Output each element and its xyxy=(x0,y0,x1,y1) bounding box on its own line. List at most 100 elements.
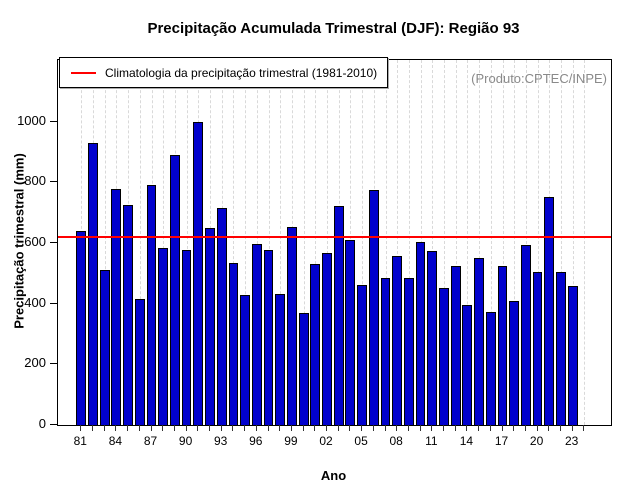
bar-18 xyxy=(509,301,520,425)
y-tick xyxy=(50,120,57,122)
x-tick-label: 93 xyxy=(214,434,228,448)
y-tick xyxy=(50,302,57,304)
x-tick xyxy=(279,425,281,431)
x-axis-title: Ano xyxy=(320,468,347,483)
bar-22 xyxy=(556,272,566,425)
bar-90 xyxy=(181,249,192,425)
bar-92 xyxy=(205,228,215,425)
bar-04 xyxy=(345,239,356,425)
x-tick xyxy=(92,425,93,431)
x-tick xyxy=(571,425,573,431)
x-tick xyxy=(138,425,140,431)
y-tick-label: 200 xyxy=(24,355,46,371)
bar-13 xyxy=(450,266,461,425)
bar-07 xyxy=(380,277,391,425)
y-axis-title: Precipitação trimestral (mm) xyxy=(11,153,27,329)
gridline xyxy=(139,60,141,425)
gridline xyxy=(280,60,282,425)
y-tick-label: 0 xyxy=(38,416,46,431)
gridline xyxy=(104,60,106,425)
bar-93 xyxy=(216,208,227,425)
x-tick xyxy=(361,425,363,431)
x-tick-label: 20 xyxy=(529,434,544,448)
x-tick xyxy=(466,425,468,431)
bar-19 xyxy=(520,244,531,425)
x-tick xyxy=(103,425,105,431)
x-tick xyxy=(443,425,444,431)
product-annotation: (Produto:CPTEC/INPE) xyxy=(471,71,607,86)
x-tick-label: 99 xyxy=(284,434,298,448)
x-tick xyxy=(162,425,164,431)
x-tick xyxy=(232,425,234,431)
bar-05 xyxy=(357,285,367,425)
y-tick xyxy=(50,424,57,425)
gridline xyxy=(479,60,481,425)
x-tick xyxy=(524,425,526,431)
x-tick xyxy=(80,425,82,431)
climatology-line xyxy=(58,235,611,238)
x-tick-label: 02 xyxy=(319,434,333,448)
y-tick xyxy=(50,363,57,365)
x-tick-label: 23 xyxy=(565,434,579,448)
x-tick xyxy=(337,425,339,431)
y-tick xyxy=(50,242,57,243)
bar-81 xyxy=(76,230,87,425)
x-tick xyxy=(127,425,129,431)
legend-box: Climatologia da precipitação trimestral … xyxy=(59,57,388,88)
x-tick xyxy=(255,425,257,431)
bar-89 xyxy=(169,155,180,425)
x-tick xyxy=(314,425,316,431)
bar-06 xyxy=(368,189,379,425)
x-tick-label: 96 xyxy=(249,434,263,448)
bar-09 xyxy=(403,278,414,425)
bar-86 xyxy=(134,299,145,425)
bar-97 xyxy=(263,249,274,425)
bar-10 xyxy=(415,242,426,425)
bar-16 xyxy=(485,311,496,425)
bar-15 xyxy=(474,257,484,425)
gridline xyxy=(397,60,399,425)
bar-03 xyxy=(333,206,344,425)
gridline xyxy=(245,60,247,425)
bar-23 xyxy=(567,286,578,425)
bar-82 xyxy=(88,143,98,425)
gridline xyxy=(256,60,258,425)
x-tick xyxy=(290,425,292,431)
x-tick-label: 17 xyxy=(494,434,509,448)
bar-98 xyxy=(275,293,286,425)
bar-14 xyxy=(462,304,473,425)
bar-99 xyxy=(287,227,297,425)
x-tick xyxy=(326,425,327,431)
x-tick-label: 90 xyxy=(178,434,193,448)
legend-line-sample xyxy=(71,71,96,74)
x-tick xyxy=(489,425,491,431)
x-tick xyxy=(185,425,187,431)
gridline xyxy=(525,60,527,425)
bar-96 xyxy=(251,244,262,425)
bar-21 xyxy=(544,196,555,425)
gridline xyxy=(584,60,586,425)
gridline xyxy=(537,60,539,425)
x-tick xyxy=(220,425,222,431)
gridline xyxy=(432,60,434,425)
y-tick-label: 1000 xyxy=(17,112,46,128)
x-tick-label: 14 xyxy=(459,434,474,448)
x-tick xyxy=(548,425,550,431)
x-tick-label: 84 xyxy=(108,434,123,448)
x-tick xyxy=(115,425,117,431)
x-tick xyxy=(583,425,585,431)
gridline xyxy=(467,60,469,425)
gridline xyxy=(233,60,235,425)
x-tick xyxy=(536,425,538,431)
chart-title: Precipitação Acumulada Trimestral (DJF):… xyxy=(147,20,520,37)
bar-12 xyxy=(439,287,449,425)
bar-87 xyxy=(146,185,157,425)
x-tick xyxy=(419,425,421,431)
x-tick-label: 08 xyxy=(389,434,403,448)
x-tick xyxy=(478,425,480,431)
x-tick xyxy=(513,425,515,431)
x-tick xyxy=(209,425,210,431)
x-tick xyxy=(407,425,409,431)
bar-08 xyxy=(392,256,403,425)
